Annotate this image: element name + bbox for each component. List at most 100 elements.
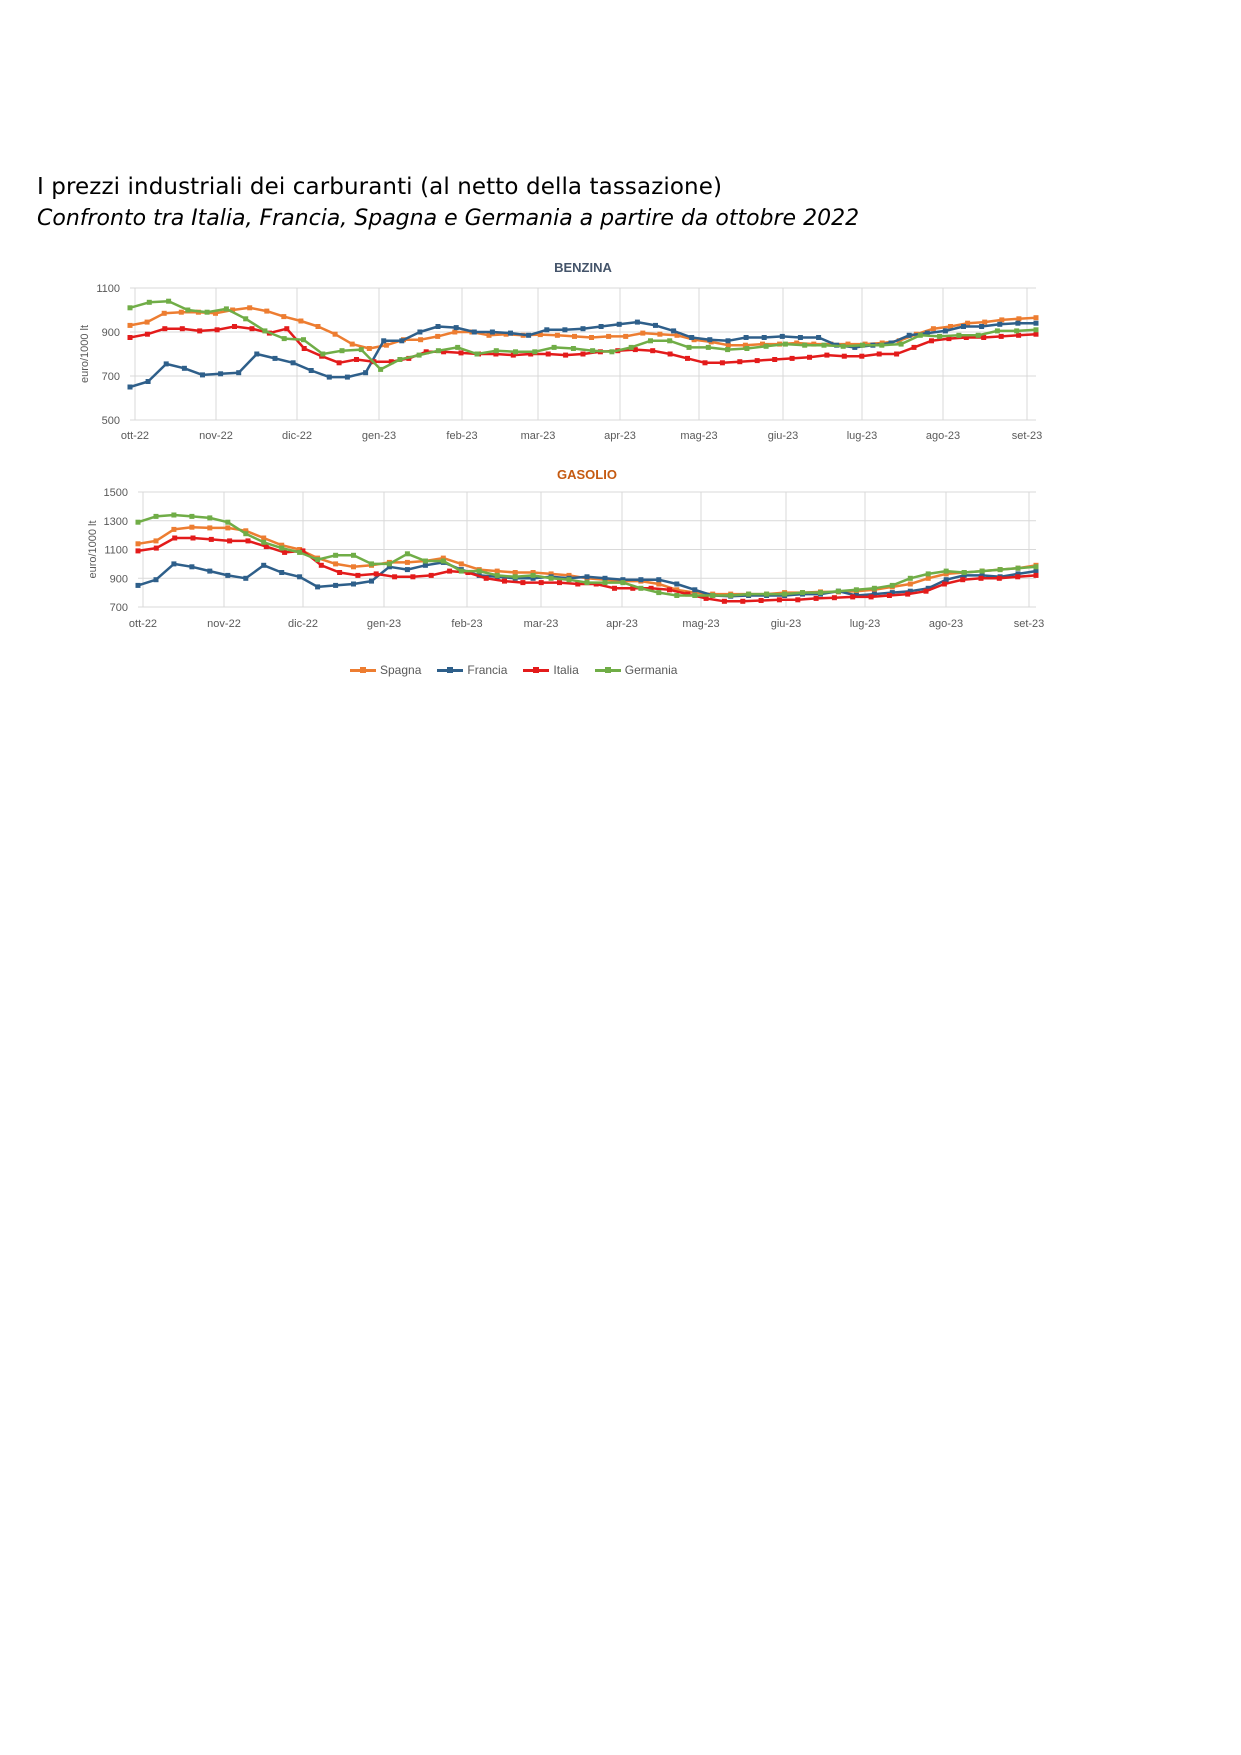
gasolio-series-italia-point [465, 570, 471, 575]
benzina-ytick-label: 900 [102, 327, 120, 339]
gasolio-series-italia-point [740, 598, 746, 604]
gasolio-series-italia-point [612, 585, 617, 591]
legend-item-spagna[interactable]: Spagna [350, 662, 421, 678]
gasolio-y-axis-label: euro/1000 lt [87, 520, 99, 578]
benzina-series-italia-point [702, 360, 708, 366]
benzina-series-germania-point [243, 316, 249, 322]
gasolio-series-germania-point [153, 513, 159, 519]
legend-item-germania[interactable]: Germania [594, 662, 677, 678]
benzina-series-spagna-point [332, 331, 338, 337]
benzina-series-germania-point [648, 338, 653, 344]
benzina-series-italia-point [510, 352, 516, 358]
gasolio-series-italia-point [263, 544, 269, 550]
benzina-series-italia-point [301, 346, 307, 351]
benzina-series-germania-point [686, 344, 692, 350]
gasolio-series-francia-point [135, 582, 141, 588]
gasolio-series-francia-point [656, 577, 662, 583]
gasolio-series-francia-point [907, 588, 913, 594]
benzina-series-francia-point [653, 322, 658, 328]
benzina-series-francia-point [580, 326, 586, 332]
benzina-series-germania-point [782, 341, 788, 347]
benzina-series-germania-point [513, 349, 518, 355]
gasolio-series-spagna-point [333, 561, 339, 567]
gasolio-series-francia-point [351, 581, 356, 587]
gasolio-series-francia-point [638, 577, 644, 583]
benzina-series-italia-point [1016, 332, 1022, 338]
gasolio-series-spagna-point [225, 525, 231, 531]
gasolio-xtick-label: gen-23 [367, 618, 401, 630]
gasolio-series-italia-point [795, 597, 801, 603]
gasolio-series-spagna-point [135, 541, 141, 547]
benzina-series-germania-point [127, 305, 133, 311]
gasolio-series-spagna-point [692, 590, 698, 596]
gasolio-series-francia-point [333, 582, 339, 588]
page-subtitle: Confronto tra Italia, Francia, Spagna e … [37, 206, 860, 231]
gasolio-series-germania-point [566, 577, 572, 583]
benzina-series-italia-point [144, 331, 150, 337]
gasolio-series-germania-point [1015, 565, 1021, 571]
benzina-series-germania-point [146, 299, 152, 305]
legend-item-francia[interactable]: Francia [437, 662, 507, 678]
benzina-series-germania-point [570, 346, 576, 351]
gasolio-series-germania-point [979, 568, 985, 574]
gasolio-series-francia-point [243, 575, 249, 581]
benzina-series-francia-point [979, 324, 985, 329]
gasolio-series-italia-point [410, 574, 416, 580]
gasolio-series-germania-point [818, 590, 823, 596]
gasolio-series-germania-point [943, 568, 949, 574]
gasolio-xtick-label: giu-23 [771, 618, 802, 630]
gasolio-series-germania-point [728, 593, 734, 598]
gasolio-series-francia-point [225, 572, 231, 578]
gasolio-series-italia-point [447, 568, 453, 574]
benzina-series-italia-point [388, 359, 394, 365]
benzina-series-germania-point [320, 351, 326, 357]
gasolio-series-francia-point [297, 574, 303, 580]
benzina-series-germania-point [301, 337, 306, 343]
gasolio-series-germania-point [907, 575, 913, 581]
benzina-series-italia-point [127, 335, 133, 340]
benzina-series-spagna-point [589, 335, 594, 340]
benzina-series-spagna-point [298, 318, 304, 324]
gasolio-series-italia-point [245, 538, 251, 544]
benzina-series-italia-point [841, 353, 847, 359]
benzina-xtick-label: set-23 [1012, 430, 1043, 442]
benzina-series-spagna-point [965, 320, 971, 326]
legend-item-italia[interactable]: Italia [523, 662, 579, 678]
benzina-series-germania-point [725, 347, 731, 353]
benzina-series-francia-point [417, 329, 423, 335]
gasolio-series-italia-point [996, 575, 1002, 581]
benzina-series-francia-point [508, 330, 513, 336]
gasolio-series-spagna-point [171, 526, 177, 532]
gasolio-series-germania-point [243, 531, 249, 537]
benzina-series-spagna-point [315, 324, 321, 329]
gasolio-series-italia-point [135, 548, 141, 554]
benzina-series-italia-point [824, 352, 830, 358]
gasolio-series-italia-point [538, 580, 544, 586]
benzina-series-italia-point [807, 354, 812, 360]
benzina-series-germania-point [802, 342, 808, 348]
benzina-series-francia-point [906, 332, 912, 338]
gasolio-series-francia-point [386, 564, 392, 570]
gasolio-series-francia-point [674, 581, 680, 587]
benzina-series-germania-point [204, 309, 210, 315]
gasolio-series-germania-point [764, 591, 770, 597]
benzina-series-spagna-point [742, 342, 748, 348]
benzina-series-germania-point [590, 348, 596, 354]
benzina-series-spagna-point [144, 319, 150, 325]
benzina-series-spagna-point [503, 331, 509, 337]
benzina-series-germania-point [956, 332, 962, 338]
gasolio-series-francia-point [279, 570, 285, 575]
benzina-series-germania-point [667, 338, 673, 344]
gasolio-series-germania-point [548, 575, 554, 581]
legend-swatch-italia [523, 665, 550, 675]
benzina-series-spagna-point [418, 337, 424, 343]
benzina-series-germania-point [262, 328, 268, 334]
gasolio-series-spagna-point [530, 570, 536, 575]
benzina-series-spagna-point [845, 341, 851, 347]
benzina-series-germania-point [860, 342, 865, 348]
benzina-series-francia-point [725, 338, 731, 344]
gasolio-series-italia-point [850, 594, 856, 600]
gasolio-series-germania-point [782, 591, 788, 597]
benzina-series-francia-point [743, 335, 749, 340]
gasolio-series-germania-point [476, 568, 482, 574]
